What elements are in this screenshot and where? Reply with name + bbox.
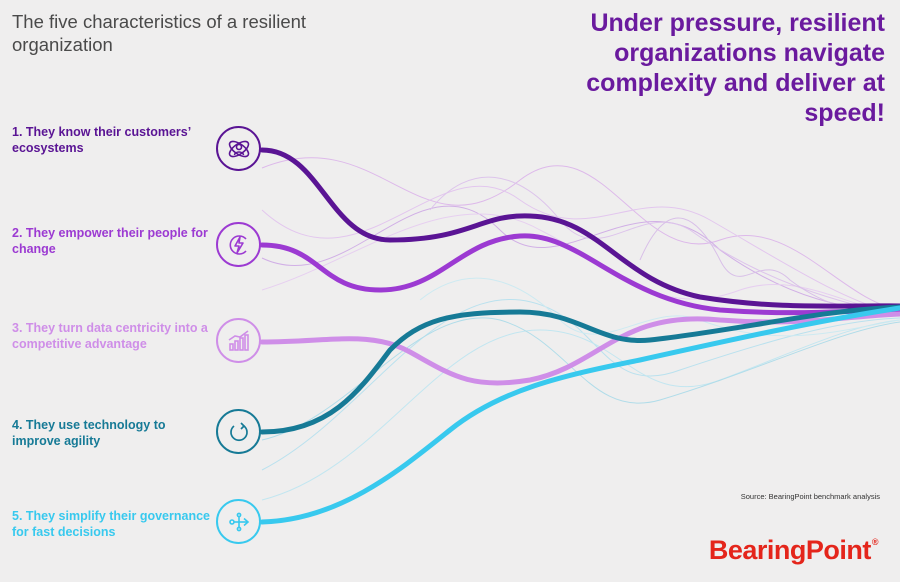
flow-4 bbox=[259, 304, 900, 435]
cycle-agility-icon bbox=[229, 421, 248, 441]
background-strands bbox=[261, 157, 900, 501]
data-chart-icon bbox=[228, 329, 249, 351]
source-note: Source: BearingPoint benchmark analysis bbox=[740, 492, 880, 501]
flow-1 bbox=[259, 147, 900, 309]
characteristic-5-label: 5. They simplify their governance for fa… bbox=[12, 509, 210, 539]
lightning-empower-icon bbox=[228, 234, 247, 255]
characteristic-3-label: 3. They turn data centricity into a comp… bbox=[12, 321, 208, 351]
registered-mark: ® bbox=[871, 537, 879, 547]
main-flows bbox=[259, 147, 900, 525]
brand-name: BearingPoint bbox=[708, 535, 872, 565]
customer-ecosystem-icon bbox=[228, 140, 249, 157]
flow-2 bbox=[259, 233, 900, 316]
strand bbox=[261, 317, 900, 441]
strand bbox=[261, 319, 900, 501]
diagram-subtitle: The five characteristics of a resilient … bbox=[12, 11, 307, 55]
characteristic-2-badge bbox=[216, 222, 261, 267]
strand bbox=[261, 205, 900, 313]
characteristic-1-badge bbox=[216, 126, 261, 171]
characteristic-4-label: 4. They use technology to improve agilit… bbox=[12, 418, 166, 448]
strand bbox=[261, 185, 900, 316]
decision-flow-icon bbox=[228, 512, 249, 531]
characteristic-2-label: 2. They empower their people for change bbox=[12, 226, 208, 256]
strand bbox=[261, 157, 900, 311]
bearingpoint-logo: BearingPoint® bbox=[708, 535, 879, 566]
strand bbox=[419, 277, 900, 337]
characteristic-4-badge bbox=[216, 409, 261, 454]
headline: Under pressure, resilient organizations … bbox=[586, 9, 885, 127]
flow-5 bbox=[259, 305, 900, 525]
characteristic-5-badge bbox=[216, 499, 261, 544]
characteristic-3-badge bbox=[216, 318, 261, 363]
characteristic-1-label: 1. They know their customers’ ecosystems bbox=[12, 125, 191, 155]
